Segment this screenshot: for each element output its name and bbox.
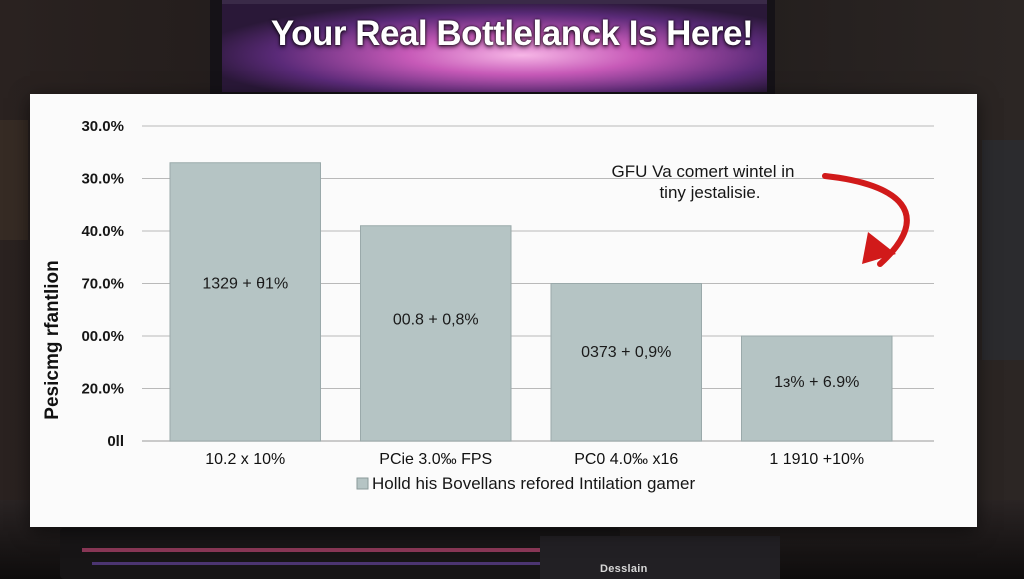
x-axis-categories: 10.2 x 10% PCie 3.0‰ FPS PC0 4.0‰ x16 1 191… bbox=[205, 451, 864, 468]
y-axis-ticks: 30.0% 30.0% 40.0% 70.0% 00.0% 20.0% 0ll bbox=[81, 118, 124, 450]
y-tick-label: 40.0% bbox=[81, 223, 124, 240]
y-tick-label: 30.0% bbox=[81, 171, 124, 188]
legend-label: Holld his Bovellans refored Intilation g… bbox=[372, 474, 696, 493]
bar bbox=[550, 283, 702, 442]
x-category-label: 1 1910 +10% bbox=[769, 451, 864, 468]
x-category-label: 10.2 x 10% bbox=[205, 451, 285, 468]
bar-chart: 1329 + θ1% 00.8 + 0,8% 0373 + 0,9% 1з% + 6.… bbox=[42, 118, 934, 493]
annotation-arrow-head bbox=[862, 232, 896, 264]
bar-data-label: 1з% + 6.9% bbox=[774, 374, 859, 391]
monitor-brand-label: Desslain bbox=[600, 563, 648, 575]
annotation-line-2: tiny jestalisie. bbox=[659, 183, 760, 202]
y-tick-label: 0ll bbox=[107, 433, 124, 450]
y-tick-label: 20.0% bbox=[81, 381, 124, 398]
bar bbox=[360, 225, 512, 442]
bars: 1329 + θ1% 00.8 + 0,8% 0373 + 0,9% 1з% + 6.… bbox=[169, 162, 893, 442]
chart-card: 1329 + θ1% 00.8 + 0,8% 0373 + 0,9% 1з% + 6.… bbox=[30, 94, 977, 527]
bar-data-label: 1329 + θ1% bbox=[202, 275, 288, 292]
x-category-label: PC0 4.0‰ x16 bbox=[574, 451, 678, 468]
x-category-label: PCie 3.0‰ FPS bbox=[379, 451, 492, 468]
legend-swatch bbox=[356, 477, 369, 490]
annotation-arrow bbox=[822, 173, 910, 267]
y-tick-label: 30.0% bbox=[81, 118, 124, 135]
y-axis-label: Pesicmg rfantlion bbox=[42, 260, 63, 419]
bar bbox=[169, 162, 321, 442]
y-tick-label: 70.0% bbox=[81, 276, 124, 293]
bar bbox=[741, 335, 893, 442]
headline-title: Your Real Bottlelanck Is Here! bbox=[270, 14, 754, 53]
bar-data-label: 00.8 + 0,8% bbox=[393, 311, 479, 328]
annotation-line-1: GFU Va comert wintel in bbox=[612, 162, 795, 181]
y-tick-label: 00.0% bbox=[81, 328, 124, 345]
bar-data-label: 0373 + 0,9% bbox=[581, 344, 671, 361]
